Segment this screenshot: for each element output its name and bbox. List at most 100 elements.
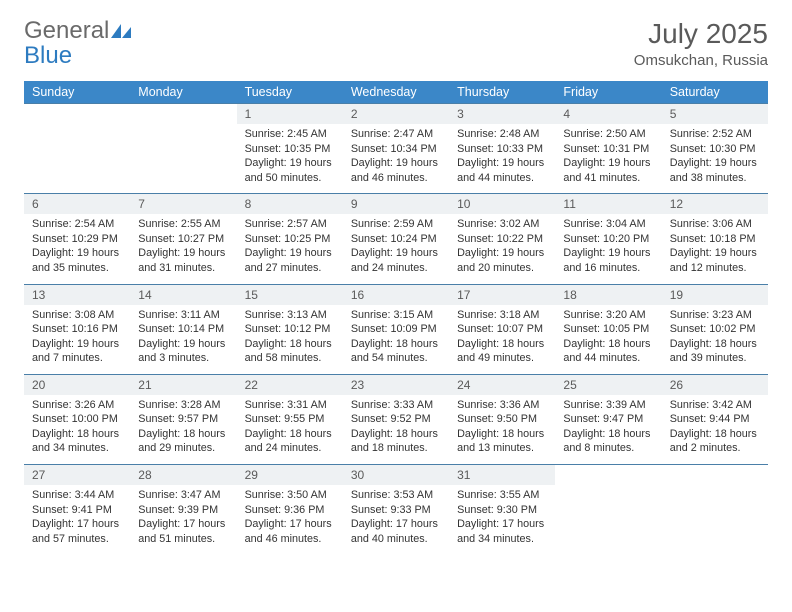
day-header-row: Sunday Monday Tuesday Wednesday Thursday… [24,81,768,104]
day-details: Sunrise: 3:26 AMSunset: 10:00 PMDaylight… [24,395,130,464]
sunset-text: Sunset: 9:30 PM [457,503,547,518]
day-number: 3 [449,104,555,124]
day-number: 9 [343,194,449,214]
daylight-text: Daylight: 18 hours and 8 minutes. [563,427,653,456]
day-number: 10 [449,194,555,214]
day-number: 13 [24,285,130,305]
week-row: 6Sunrise: 2:54 AMSunset: 10:29 PMDayligh… [24,194,768,284]
day-cell: 12Sunrise: 3:06 AMSunset: 10:18 PMDaylig… [662,194,768,284]
sunrise-text: Sunrise: 3:33 AM [351,398,441,413]
day-cell: 29Sunrise: 3:50 AMSunset: 9:36 PMDayligh… [237,465,343,555]
day-number: 11 [555,194,661,214]
daylight-text: Daylight: 19 hours and 46 minutes. [351,156,441,185]
day-details: Sunrise: 3:04 AMSunset: 10:20 PMDaylight… [555,214,661,283]
day-number: 4 [555,104,661,124]
day-number: 18 [555,285,661,305]
title-block: July 2025 Omsukchan, Russia [634,18,768,69]
sunset-text: Sunset: 10:14 PM [138,322,228,337]
sunrise-text: Sunrise: 3:15 AM [351,308,441,323]
sunrise-text: Sunrise: 2:52 AM [670,127,760,142]
sunrise-text: Sunrise: 2:57 AM [245,217,335,232]
sunset-text: Sunset: 10:27 PM [138,232,228,247]
day-number: 6 [24,194,130,214]
sunrise-text: Sunrise: 3:39 AM [563,398,653,413]
daylight-text: Daylight: 19 hours and 31 minutes. [138,246,228,275]
sunset-text: Sunset: 10:12 PM [245,322,335,337]
day-details [662,485,768,541]
sunset-text: Sunset: 9:47 PM [563,412,653,427]
sunrise-text: Sunrise: 3:31 AM [245,398,335,413]
sunset-text: Sunset: 10:29 PM [32,232,122,247]
daylight-text: Daylight: 18 hours and 29 minutes. [138,427,228,456]
sunrise-text: Sunrise: 2:48 AM [457,127,547,142]
day-details: Sunrise: 3:11 AMSunset: 10:14 PMDaylight… [130,305,236,374]
day-cell: 6Sunrise: 2:54 AMSunset: 10:29 PMDayligh… [24,194,130,284]
day-number [662,465,768,485]
day-details [555,485,661,541]
day-cell: 1Sunrise: 2:45 AMSunset: 10:35 PMDayligh… [237,104,343,194]
day-cell: 8Sunrise: 2:57 AMSunset: 10:25 PMDayligh… [237,194,343,284]
dayhead-fri: Friday [555,81,661,104]
day-details: Sunrise: 3:02 AMSunset: 10:22 PMDaylight… [449,214,555,283]
day-details: Sunrise: 2:50 AMSunset: 10:31 PMDaylight… [555,124,661,193]
daylight-text: Daylight: 17 hours and 51 minutes. [138,517,228,546]
header: GeneralBlue July 2025 Omsukchan, Russia [24,18,768,69]
sunrise-text: Sunrise: 3:44 AM [32,488,122,503]
sunset-text: Sunset: 10:33 PM [457,142,547,157]
day-cell: 27Sunrise: 3:44 AMSunset: 9:41 PMDayligh… [24,465,130,555]
sunrise-text: Sunrise: 3:47 AM [138,488,228,503]
sunset-text: Sunset: 9:52 PM [351,412,441,427]
day-number: 27 [24,465,130,485]
day-cell: 31Sunrise: 3:55 AMSunset: 9:30 PMDayligh… [449,465,555,555]
sunrise-text: Sunrise: 3:42 AM [670,398,760,413]
sunrise-text: Sunrise: 2:47 AM [351,127,441,142]
day-number: 20 [24,375,130,395]
daylight-text: Daylight: 18 hours and 54 minutes. [351,337,441,366]
sunrise-text: Sunrise: 3:06 AM [670,217,760,232]
day-number: 15 [237,285,343,305]
day-number: 17 [449,285,555,305]
daylight-text: Daylight: 18 hours and 44 minutes. [563,337,653,366]
day-number [130,104,236,124]
day-details: Sunrise: 3:47 AMSunset: 9:39 PMDaylight:… [130,485,236,554]
day-number: 30 [343,465,449,485]
day-number: 5 [662,104,768,124]
sunset-text: Sunset: 10:24 PM [351,232,441,247]
sunset-text: Sunset: 9:50 PM [457,412,547,427]
sunrise-text: Sunrise: 3:36 AM [457,398,547,413]
sunrise-text: Sunrise: 3:04 AM [563,217,653,232]
day-details: Sunrise: 3:06 AMSunset: 10:18 PMDaylight… [662,214,768,283]
day-cell: 13Sunrise: 3:08 AMSunset: 10:16 PMDaylig… [24,284,130,374]
day-details [24,124,130,180]
day-number: 23 [343,375,449,395]
week-row: 27Sunrise: 3:44 AMSunset: 9:41 PMDayligh… [24,465,768,555]
sunset-text: Sunset: 10:07 PM [457,322,547,337]
day-number: 21 [130,375,236,395]
day-cell: 24Sunrise: 3:36 AMSunset: 9:50 PMDayligh… [449,374,555,464]
day-number: 8 [237,194,343,214]
daylight-text: Daylight: 19 hours and 38 minutes. [670,156,760,185]
sunset-text: Sunset: 9:33 PM [351,503,441,518]
day-details: Sunrise: 2:55 AMSunset: 10:27 PMDaylight… [130,214,236,283]
sail-icon [111,18,133,32]
dayhead-thu: Thursday [449,81,555,104]
day-details: Sunrise: 3:53 AMSunset: 9:33 PMDaylight:… [343,485,449,554]
day-cell: 19Sunrise: 3:23 AMSunset: 10:02 PMDaylig… [662,284,768,374]
sunrise-text: Sunrise: 3:55 AM [457,488,547,503]
day-number: 7 [130,194,236,214]
day-number: 28 [130,465,236,485]
calendar-table: Sunday Monday Tuesday Wednesday Thursday… [24,81,768,554]
day-cell: 2Sunrise: 2:47 AMSunset: 10:34 PMDayligh… [343,104,449,194]
sunset-text: Sunset: 9:57 PM [138,412,228,427]
sunset-text: Sunset: 10:20 PM [563,232,653,247]
day-cell: 16Sunrise: 3:15 AMSunset: 10:09 PMDaylig… [343,284,449,374]
sunrise-text: Sunrise: 2:55 AM [138,217,228,232]
sunrise-text: Sunrise: 3:11 AM [138,308,228,323]
sunrise-text: Sunrise: 3:23 AM [670,308,760,323]
daylight-text: Daylight: 18 hours and 18 minutes. [351,427,441,456]
sunset-text: Sunset: 9:36 PM [245,503,335,518]
day-cell: 26Sunrise: 3:42 AMSunset: 9:44 PMDayligh… [662,374,768,464]
daylight-text: Daylight: 18 hours and 39 minutes. [670,337,760,366]
day-cell: 18Sunrise: 3:20 AMSunset: 10:05 PMDaylig… [555,284,661,374]
day-details: Sunrise: 2:59 AMSunset: 10:24 PMDaylight… [343,214,449,283]
